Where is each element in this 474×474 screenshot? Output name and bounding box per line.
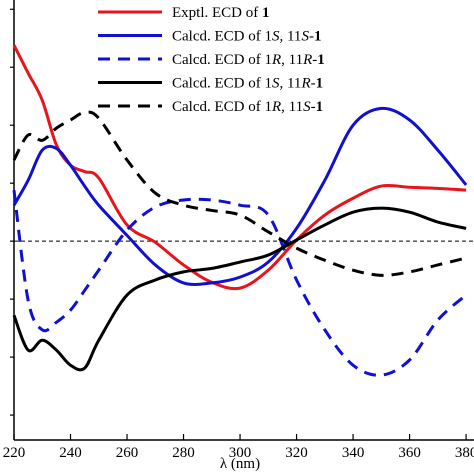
x-tick-label: 340 bbox=[342, 445, 365, 461]
legend-label: Calcd. ECD of 1S, 11S-1 bbox=[172, 29, 321, 45]
legend-label: Calcd. ECD of 1R, 11S-1 bbox=[172, 99, 323, 115]
series-line bbox=[12, 206, 467, 372]
x-tick-label: 300 bbox=[229, 445, 252, 461]
legend-label: Calcd. ECD of 1S, 11R-1 bbox=[172, 76, 323, 92]
x-tick-label: 380 bbox=[455, 445, 474, 461]
x-tick-label: 220 bbox=[3, 445, 26, 461]
x-axis-label: λ (nm) bbox=[220, 456, 260, 472]
series-line bbox=[12, 110, 467, 277]
x-tick-label: 260 bbox=[116, 445, 139, 461]
legend-label: Calcd. ECD of 1R, 11R-1 bbox=[172, 52, 325, 68]
x-tick-label: 360 bbox=[398, 445, 421, 461]
series-line bbox=[12, 106, 468, 286]
x-tick-label: 240 bbox=[59, 445, 82, 461]
legend-label: Exptl. ECD of 1 bbox=[172, 5, 270, 21]
x-tick-label: 320 bbox=[285, 445, 308, 461]
series-line bbox=[12, 189, 468, 377]
x-tick-label: 280 bbox=[172, 445, 195, 461]
